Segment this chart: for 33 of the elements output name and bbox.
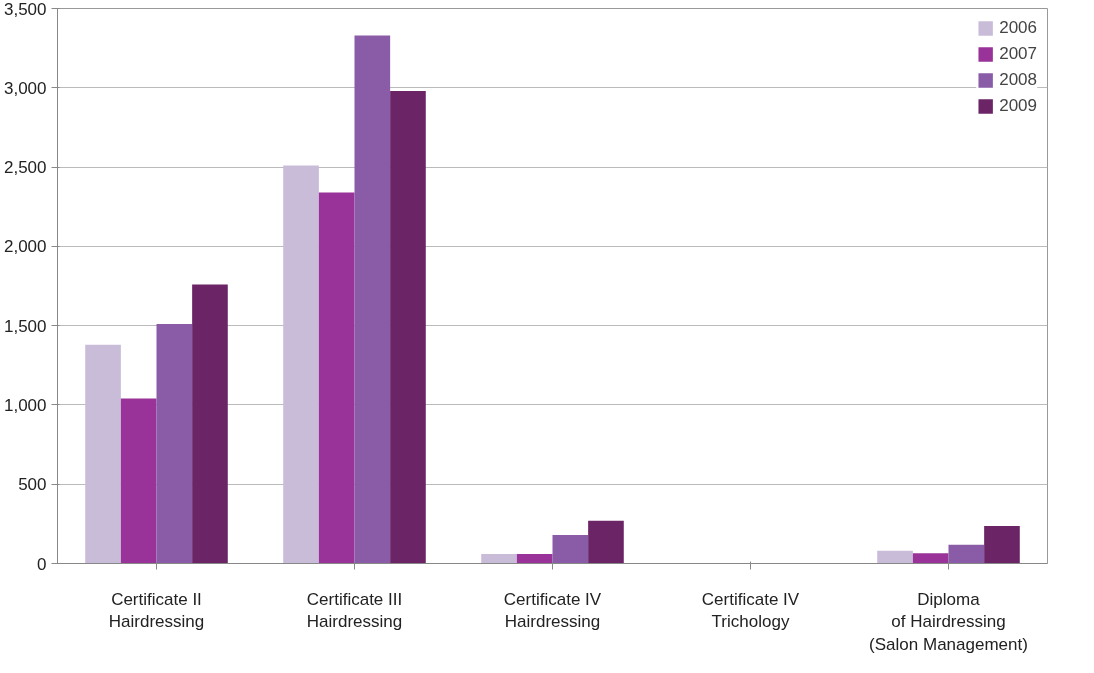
bar xyxy=(283,165,319,564)
legend-label: 2006 xyxy=(999,18,1037,38)
y-tick-label: 1,500 xyxy=(3,316,47,336)
bar xyxy=(588,520,624,564)
bar xyxy=(877,550,913,564)
bar xyxy=(984,526,1020,564)
bar xyxy=(318,192,355,564)
bar xyxy=(120,398,157,564)
legend-label: 2008 xyxy=(999,70,1037,90)
y-tick-label: 500 xyxy=(18,475,47,495)
x-tick-label: Certificate IV Hairdressing xyxy=(503,589,602,632)
bar xyxy=(156,324,193,564)
x-tick-label: Certificate II Hairdressing xyxy=(108,589,205,632)
y-tick-label: 2,500 xyxy=(3,158,47,178)
y-tick-label: 1,000 xyxy=(3,395,47,415)
y-tick-label: 0 xyxy=(37,554,47,574)
y-tick-label: 2,000 xyxy=(3,237,47,257)
legend-label: 2007 xyxy=(999,44,1037,64)
x-tick-label: Certificate III Hairdressing xyxy=(306,589,403,632)
x-tick-label: Diploma of Hairdressing (Salon Management) xyxy=(869,589,1028,655)
bar xyxy=(390,90,426,564)
bar xyxy=(948,544,985,564)
bar xyxy=(912,553,949,564)
bar xyxy=(192,284,228,564)
legend-label: 2009 xyxy=(999,96,1037,116)
x-tick-label: Certificate IV Trichology xyxy=(701,589,800,632)
bar xyxy=(481,553,517,564)
bar xyxy=(354,35,391,564)
bar xyxy=(516,553,553,564)
y-tick-label: 3,500 xyxy=(3,0,47,19)
bar xyxy=(552,534,589,564)
bar xyxy=(85,344,121,564)
y-tick-label: 3,000 xyxy=(3,78,47,98)
